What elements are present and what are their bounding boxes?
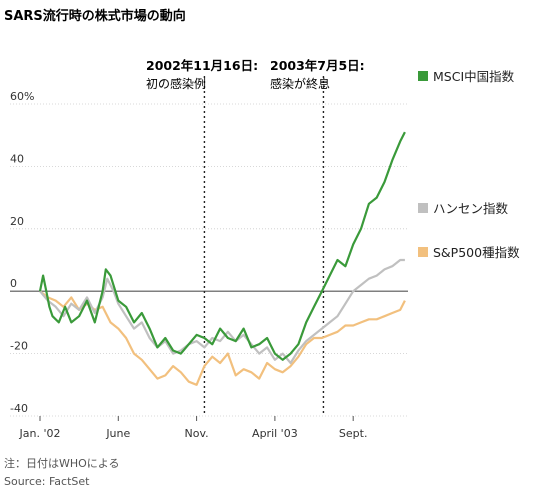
x-tick-label: June bbox=[105, 427, 130, 440]
annotation-1-label: 初の感染例 bbox=[146, 76, 206, 91]
y-tick-label: -20 bbox=[10, 340, 28, 353]
series-lines bbox=[38, 131, 406, 386]
source-note: Source: FactSet bbox=[4, 475, 90, 488]
event-lines bbox=[203, 76, 325, 416]
chart-title: SARS流行時の株式市場の動向 bbox=[4, 8, 186, 24]
x-axis-ticks: Jan. '02 June Nov. April '03 Sept. bbox=[19, 416, 368, 440]
x-tick-label: Sept. bbox=[339, 427, 368, 440]
series-line-sp500 bbox=[39, 290, 406, 386]
series-line-hangseng bbox=[39, 258, 405, 365]
legend-swatch-sp500 bbox=[418, 247, 428, 257]
legend: MSCI中国指数 ハンセン指数 S&P500種指数 bbox=[418, 69, 520, 260]
legend-swatch-msci bbox=[418, 71, 428, 81]
y-tick-label: 20 bbox=[10, 215, 24, 228]
y-axis-ticks: 60% 40 20 0 -20 -40 bbox=[10, 90, 34, 415]
y-tick-label: 40 bbox=[10, 152, 24, 165]
annotation-2-date: 2003年7月5日: bbox=[270, 58, 365, 73]
x-tick-label: Nov. bbox=[185, 427, 209, 440]
legend-label-hangseng: ハンセン指数 bbox=[433, 201, 509, 216]
legend-label-sp500: S&P500種指数 bbox=[433, 245, 520, 260]
legend-swatch-hangseng bbox=[418, 203, 428, 213]
y-tick-label: 60% bbox=[10, 90, 34, 103]
gridlines bbox=[10, 103, 408, 417]
footnote: 注：日付はWHOによる bbox=[4, 456, 119, 470]
annotation-2-label: 感染が終息 bbox=[270, 76, 330, 91]
x-tick-label: Jan. '02 bbox=[19, 427, 61, 440]
y-tick-label: 0 bbox=[10, 277, 17, 290]
legend-label-msci: MSCI中国指数 bbox=[433, 69, 515, 84]
series-line-msci bbox=[38, 131, 406, 361]
x-tick-label: April '03 bbox=[252, 427, 298, 440]
y-tick-label: -40 bbox=[10, 402, 28, 415]
annotation-1-date: 2002年11月16日: bbox=[146, 58, 258, 73]
